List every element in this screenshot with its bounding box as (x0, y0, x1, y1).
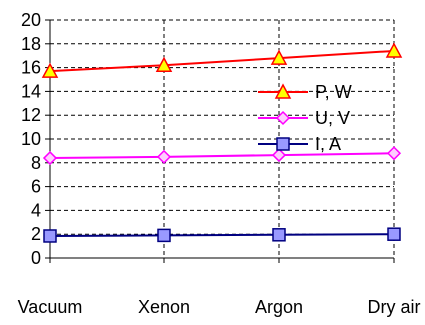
data-point (41, 62, 59, 78)
y-tick-label: 6 (31, 177, 41, 197)
x-category-label: Xenon (138, 297, 190, 317)
y-tick-label: 4 (31, 200, 41, 220)
data-point (43, 229, 57, 243)
axes (45, 19, 395, 263)
series-line (49, 233, 395, 237)
y-tick-label: 20 (21, 10, 41, 30)
series-line (49, 152, 395, 160)
x-category-label: Vacuum (18, 297, 83, 317)
data-point (156, 149, 172, 164)
data-point (386, 146, 402, 161)
legend-label: I, A (315, 134, 341, 154)
axis-labels: 0 2 4 6 8 10 12 14 16 18 20 Vacuum Xenon Argon Dry air (18, 10, 421, 317)
x-category-label: Dry air (368, 297, 421, 317)
y-tick-label: 16 (21, 58, 41, 78)
y-tick-label: 2 (31, 224, 41, 244)
series-group (41, 42, 403, 243)
data-point (155, 56, 173, 72)
series-line (49, 49, 395, 73)
gridlines (50, 19, 395, 258)
legend-marker (276, 137, 290, 151)
legend-marker (274, 83, 292, 99)
data-point (42, 150, 58, 166)
data-point (272, 228, 286, 242)
y-tick-label: 0 (31, 248, 41, 268)
y-tick-label: 10 (21, 129, 41, 149)
data-point (157, 228, 171, 243)
legend-marker (275, 110, 291, 126)
data-point (387, 227, 401, 241)
y-tick-label: 12 (21, 105, 41, 125)
y-tick-label: 8 (31, 153, 41, 173)
legend-label: P, W (315, 82, 352, 102)
data-point (385, 42, 403, 58)
legend-label: U, V (315, 108, 350, 128)
legend: P, W U, V I, A (258, 82, 352, 154)
y-tick-label: 18 (21, 34, 41, 54)
x-category-label: Argon (255, 297, 303, 317)
data-point (270, 49, 288, 65)
y-tick-label: 14 (21, 81, 41, 101)
data-point (271, 148, 287, 163)
